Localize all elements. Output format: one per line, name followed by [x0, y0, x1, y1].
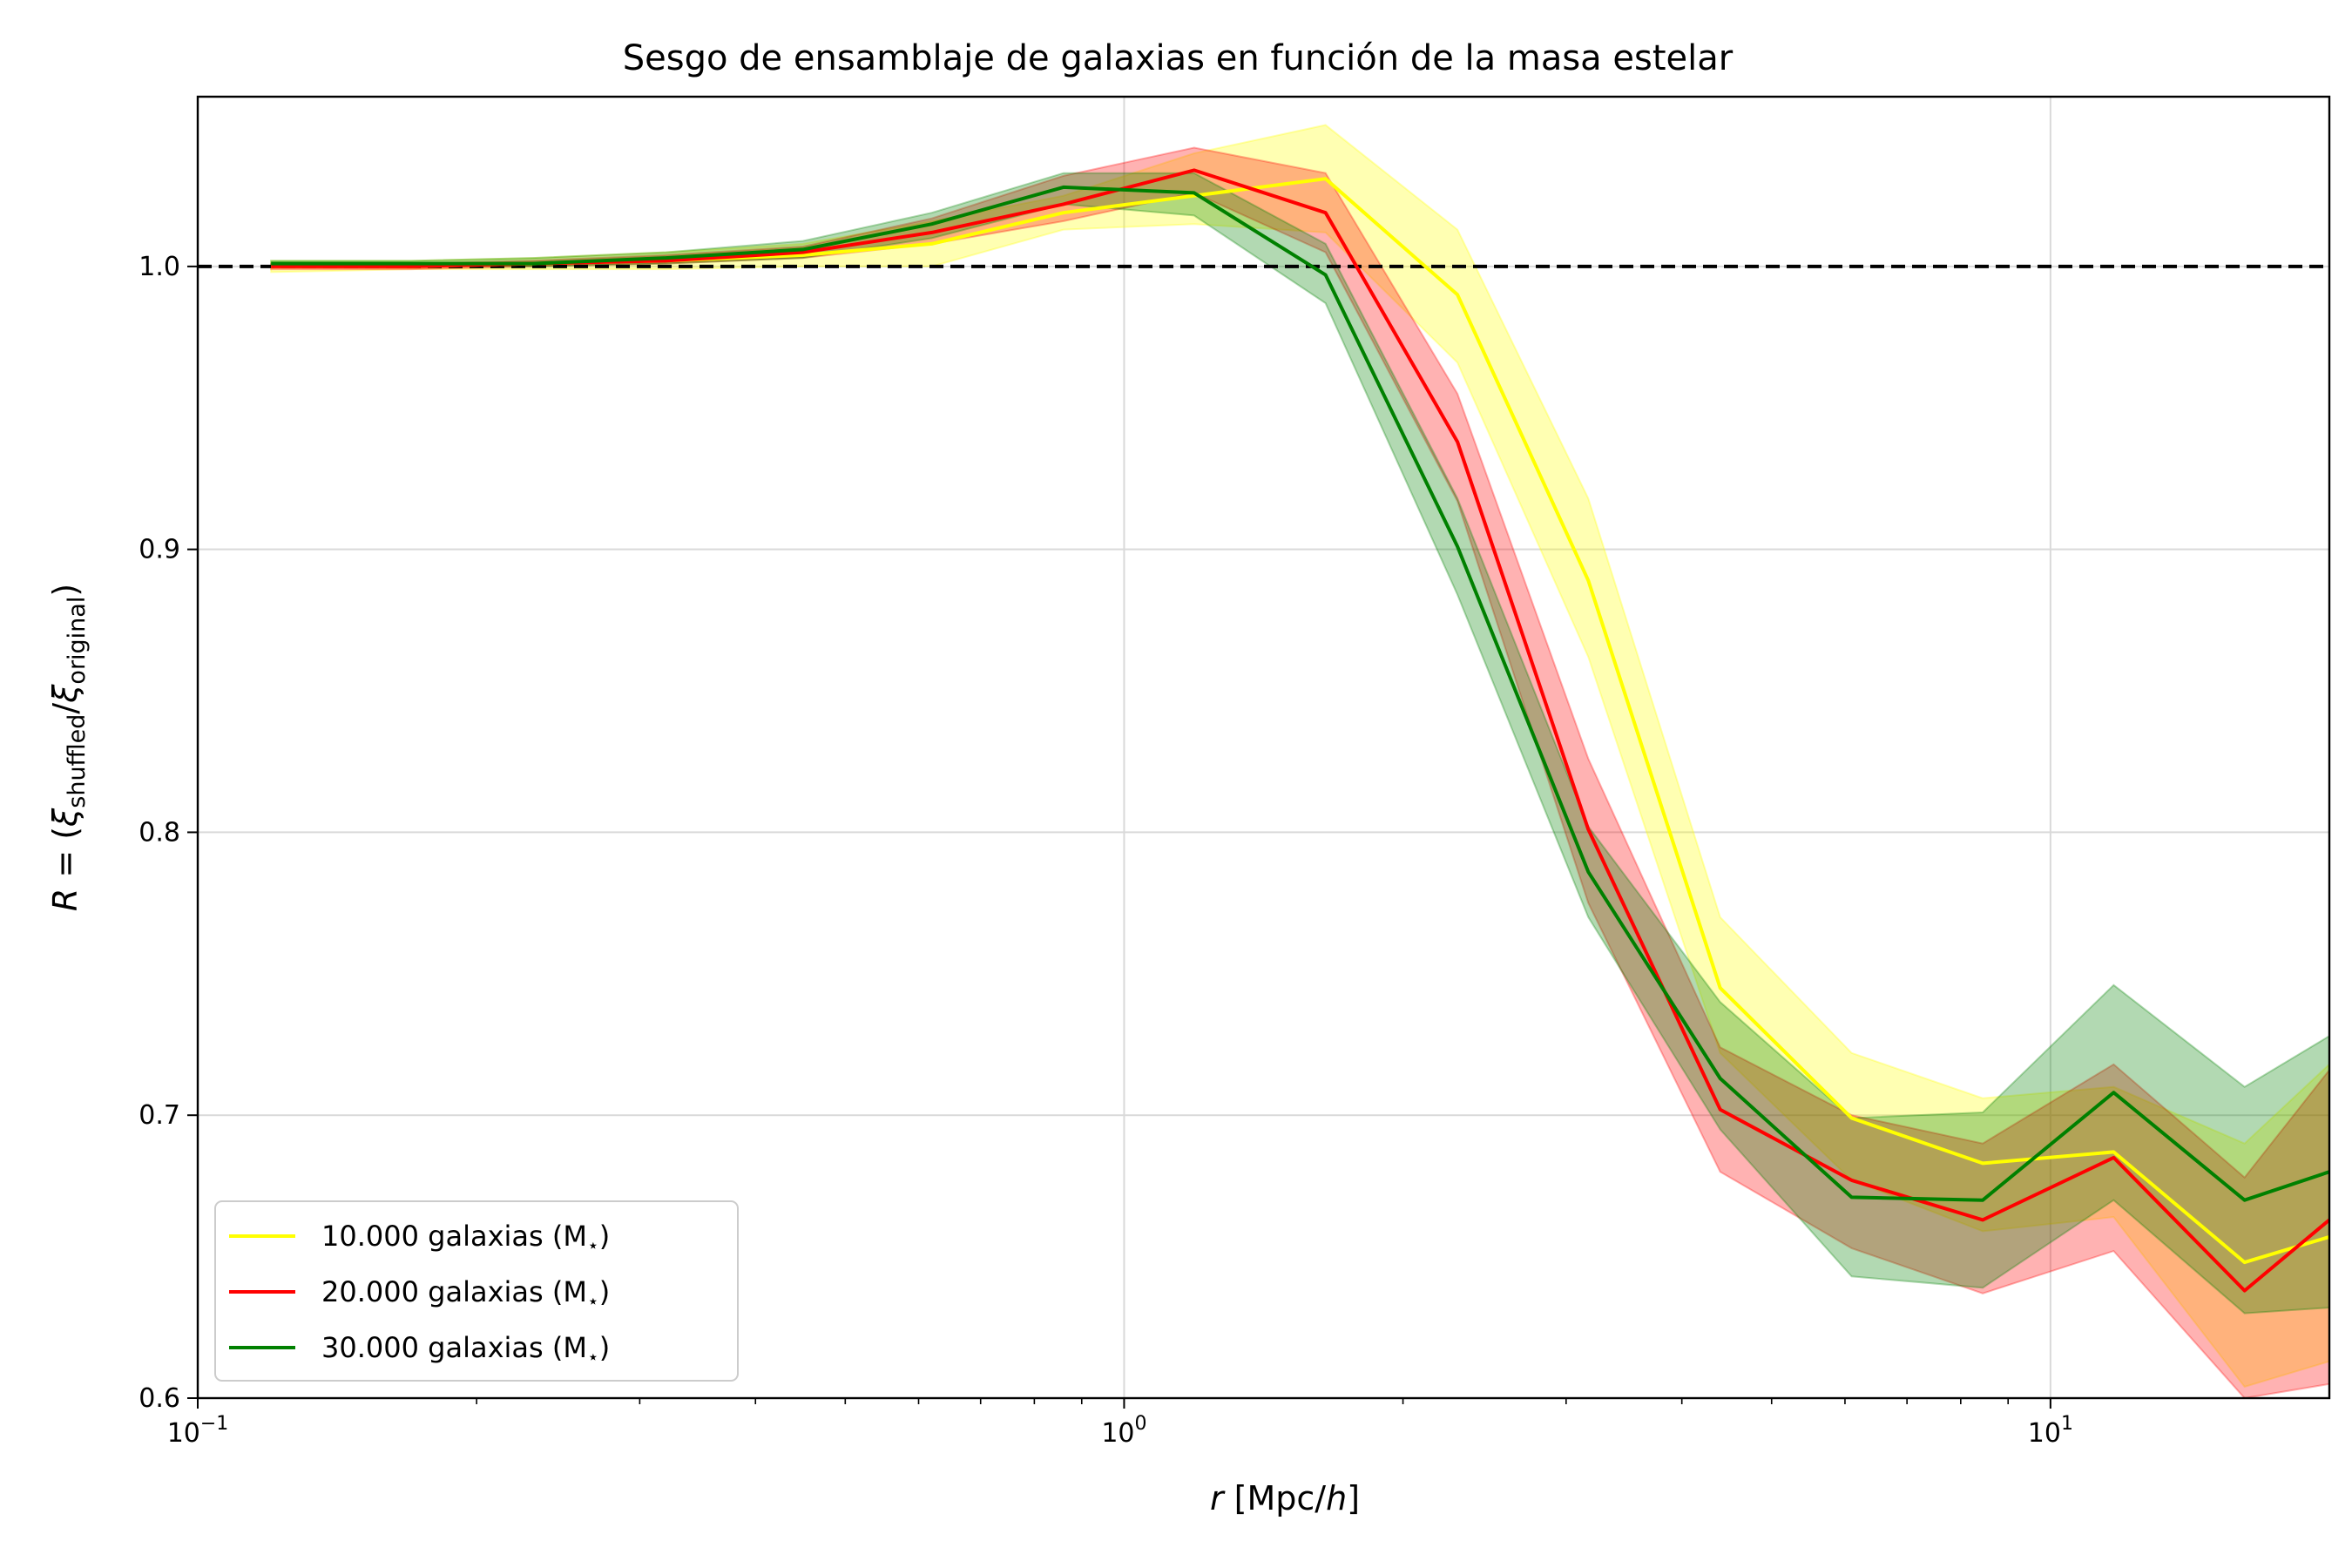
plot-frame: [196, 95, 2331, 1400]
legend-label-sub: ⋆: [587, 1347, 599, 1369]
legend: 10.000 galaxias (M⋆)20.000 galaxias (M⋆)…: [214, 1200, 739, 1382]
y-axis-label: R = (ξshuffled/ξoriginal): [46, 584, 91, 911]
series-lines: [271, 168, 2331, 1293]
legend-box: [214, 1200, 739, 1382]
line-series-2: [271, 185, 2330, 1202]
x-tick-label-0: 10−1: [167, 1413, 229, 1449]
legend-label-close: ): [599, 1220, 610, 1253]
y-axis-sub-1: shuffled: [64, 714, 91, 808]
x-tick-exponent: 1: [2061, 1413, 2073, 1435]
chart-title: Sesgo de ensamblaje de galaxias en funci…: [623, 38, 1734, 78]
y-axis-slash: /: [46, 703, 84, 714]
x-tick-label-1: 100: [1101, 1413, 1146, 1449]
y-tick-label-2: 0.8: [139, 817, 180, 848]
y-axis-eq: = (: [46, 827, 84, 889]
y-axis-ticks: 0.6 0.7 0.8 0.9 1.0: [139, 252, 198, 1414]
x-axis-unit-open: [Mpc/: [1224, 1479, 1327, 1517]
legend-label-close: ): [599, 1275, 610, 1308]
y-tick-label-3: 0.9: [139, 535, 180, 565]
legend-label-text: 30.000 galaxias (M: [321, 1331, 587, 1364]
y-axis-xi-1: ξ: [46, 808, 84, 828]
x-tick-exponent: 0: [1135, 1413, 1147, 1435]
x-tick-label-2: 101: [2028, 1413, 2073, 1449]
legend-label-text: 20.000 galaxias (M: [321, 1275, 587, 1308]
grid-lines: [198, 97, 2329, 1398]
y-axis-sub-2: original: [64, 597, 91, 685]
legend-label-0: 10.000 galaxias (M⋆): [321, 1220, 610, 1257]
x-axis-ticks: 10−1 100 101: [167, 1398, 2073, 1449]
x-tick-base: 10: [1101, 1418, 1134, 1449]
x-tick-base: 10: [2028, 1418, 2061, 1449]
y-axis-close: ): [46, 584, 84, 597]
line-series-1: [271, 168, 2331, 1293]
y-tick-label-4: 1.0: [139, 252, 180, 282]
x-tick-base: 10: [167, 1418, 200, 1449]
y-axis-lhs: R: [46, 889, 84, 911]
y-tick-label-1: 0.7: [139, 1100, 180, 1131]
legend-label-sub: ⋆: [587, 1291, 599, 1313]
legend-label-text: 10.000 galaxias (M: [321, 1220, 587, 1253]
x-tick-exponent: −1: [200, 1413, 228, 1435]
legend-label-2: 30.000 galaxias (M⋆): [321, 1331, 610, 1369]
x-axis-label: r [Mpc/h]: [1210, 1479, 1360, 1517]
legend-label-close: ): [599, 1331, 610, 1364]
legend-label-1: 20.000 galaxias (M⋆): [321, 1275, 610, 1313]
legend-label-sub: ⋆: [587, 1235, 599, 1257]
y-axis-xi-2: ξ: [46, 684, 84, 704]
x-axis-var: r: [1210, 1479, 1226, 1517]
x-axis-unit-close: ]: [1347, 1479, 1360, 1517]
y-tick-label-0: 0.6: [139, 1383, 180, 1414]
x-axis-unit-var: h: [1326, 1479, 1347, 1517]
